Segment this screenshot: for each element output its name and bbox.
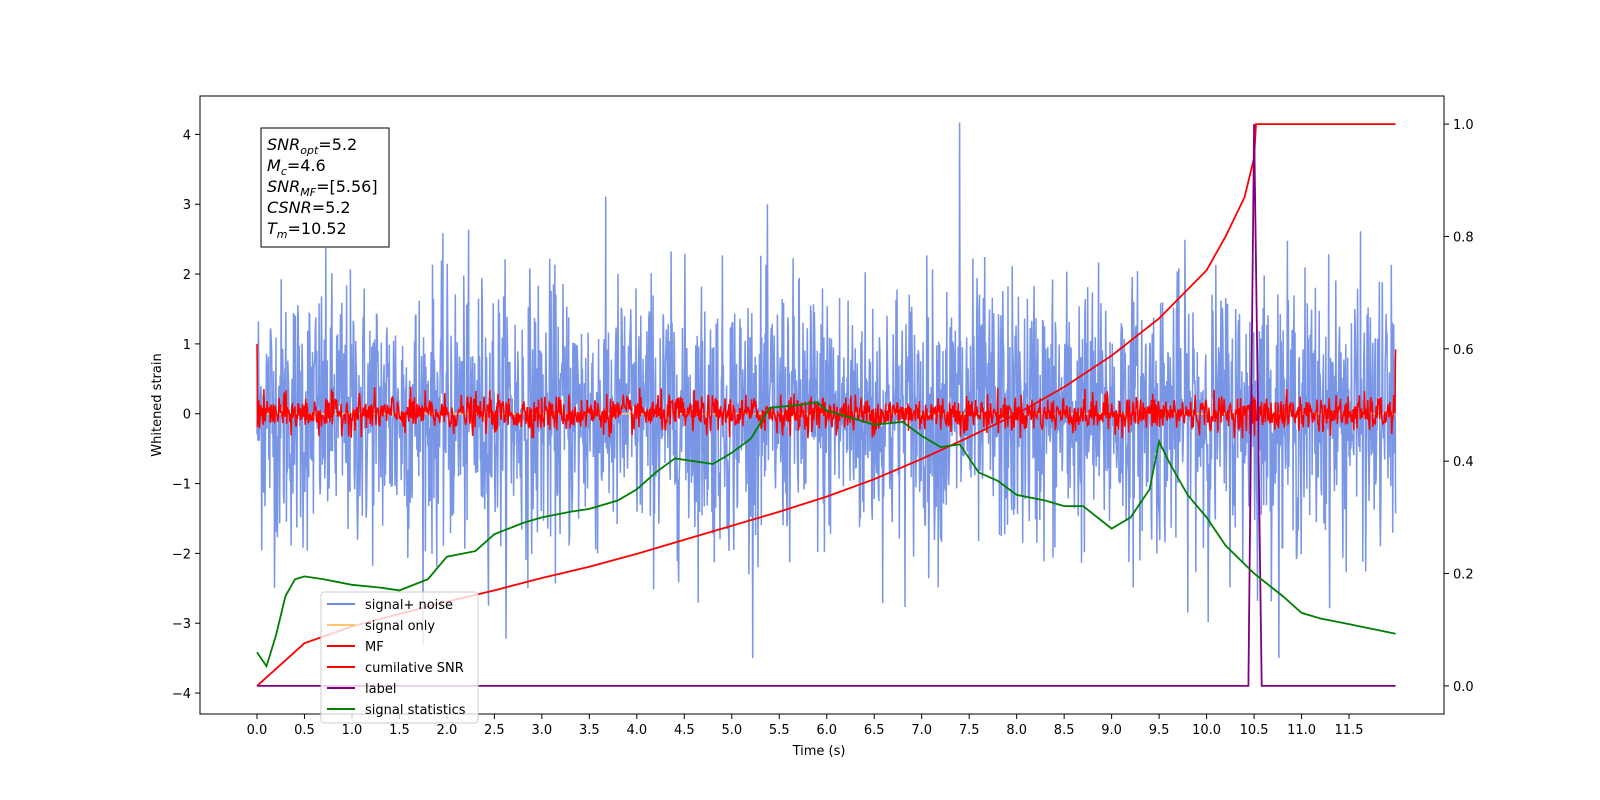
legend-entry: signal only (365, 619, 435, 634)
x-tick-label: 0.5 (294, 723, 315, 738)
info-line: Tm=10.52 (267, 219, 347, 241)
x-tick-label: 9.0 (1101, 723, 1122, 738)
x-tick-label: 10.0 (1192, 723, 1221, 738)
y-left-tick-label: −3 (172, 617, 191, 632)
x-tick-label: 8.0 (1006, 723, 1027, 738)
x-tick-label: 5.5 (769, 723, 790, 738)
y-right-tick-label: 0.6 (1453, 343, 1474, 358)
info-subscript: m (277, 228, 288, 241)
info-symbol: T (267, 219, 278, 238)
x-tick-label: 5.0 (721, 723, 742, 738)
y-right-tick-label: 0.8 (1453, 230, 1474, 245)
x-tick-label: 10.5 (1240, 723, 1269, 738)
info-symbol: SNR (267, 135, 300, 154)
info-line: SNRopt=5.2 (267, 135, 357, 157)
plot-frame (199, 95, 1445, 715)
x-tick-label: 0.0 (247, 723, 268, 738)
y-left-tick-label: −4 (172, 687, 191, 702)
y-right-tick-label: 0.2 (1453, 568, 1474, 583)
y-left-tick-label: 4 (183, 128, 191, 143)
info-line: SNRMF=[5.56] (267, 177, 378, 199)
info-symbol: SNR (267, 177, 300, 196)
y-axis-right: 0.0 0.2 0.4 0.6 0.8 1.0 (1444, 118, 1474, 695)
x-tick-label: 7.0 (911, 723, 932, 738)
x-tick-label: 4.0 (626, 723, 647, 738)
x-tick-label: 1.0 (342, 723, 363, 738)
y-left-tick-label: 3 (183, 198, 191, 213)
series-mf (256, 343, 1397, 439)
y-left-tick-label: −1 (172, 478, 191, 493)
info-value: =4.6 (287, 156, 326, 175)
series-signal-noise (256, 122, 1397, 659)
legend-entry: cumilative SNR (365, 661, 464, 676)
info-box: SNRopt=5.2Mc=4.6SNRMF=[5.56]CSNR=5.2Tm=1… (260, 127, 390, 248)
info-symbol: CSNR (267, 198, 312, 217)
x-tick-label: 6.0 (816, 723, 837, 738)
y-right-tick-label: 0.0 (1453, 680, 1474, 695)
info-value: =5.2 (312, 198, 351, 217)
x-axis-label: Time (s) (792, 744, 846, 759)
y-left-tick-label: 1 (183, 338, 191, 353)
x-tick-label: 3.5 (579, 723, 600, 738)
legend-entry: MF (365, 640, 384, 655)
legend-frame (320, 591, 479, 724)
x-axis: 0.0 0.5 1.0 1.5 2.0 2.5 3.0 3.5 4.0 4.5 5.0 5.5 6.0 6… (247, 714, 1364, 738)
x-tick-label: 2.0 (437, 723, 458, 738)
info-subscript: opt (300, 144, 319, 157)
y-right-tick-label: 0.4 (1453, 455, 1474, 470)
info-value: =10.52 (288, 219, 347, 238)
info-symbol: M (267, 156, 281, 175)
y-axis-left: −4 −3 −2 −1 0 1 2 3 4 (172, 128, 200, 702)
x-tick-label: 1.5 (389, 723, 410, 738)
y-axis-label: Whitened strain (150, 353, 165, 456)
x-tick-label: 8.5 (1054, 723, 1075, 738)
legend-entry: signal+ noise (365, 598, 453, 613)
x-tick-label: 3.0 (532, 723, 553, 738)
y-left-tick-label: −2 (172, 547, 191, 562)
y-left-tick-label: 0 (183, 408, 191, 423)
legend-entry: label (365, 682, 396, 697)
info-line: Mc=4.6 (267, 156, 326, 178)
x-tick-label: 11.0 (1287, 723, 1316, 738)
info-subscript: MF (300, 186, 316, 199)
legend-entry: signal statistics (365, 703, 466, 718)
x-tick-label: 11.5 (1335, 723, 1364, 738)
y-left-tick-label: 2 (183, 268, 191, 283)
info-line: CSNR=5.2 (267, 198, 351, 217)
info-box-frame (260, 127, 390, 248)
y-right-tick-label: 1.0 (1453, 118, 1474, 133)
x-tick-label: 7.5 (959, 723, 980, 738)
series-signal-statistics (256, 401, 1396, 669)
info-value: =5.2 (318, 135, 357, 154)
info-value: =[5.56] (316, 177, 378, 196)
legend: signal+ noise signal only MF cumilative SNR… (320, 591, 479, 724)
x-tick-label: 9.5 (1149, 723, 1170, 738)
series-label (257, 124, 1396, 687)
x-tick-label: 6.5 (864, 723, 885, 738)
info-subscript: c (281, 165, 287, 178)
x-tick-label: 2.5 (484, 723, 505, 738)
x-tick-label: 4.5 (674, 723, 695, 738)
